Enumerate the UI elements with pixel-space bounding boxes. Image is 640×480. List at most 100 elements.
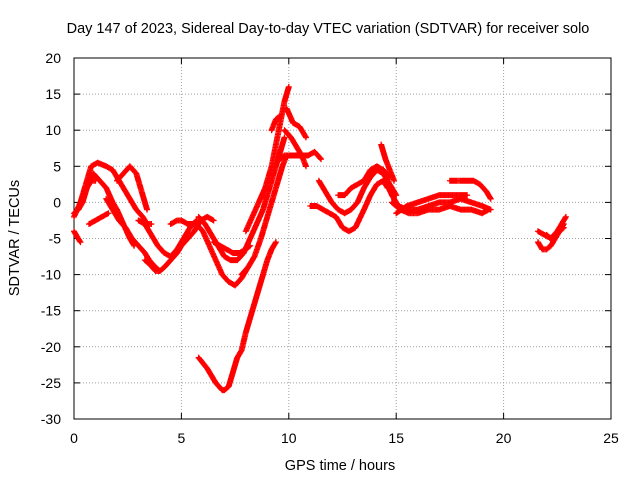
data-point: [137, 219, 140, 222]
y-tick-label: -5: [49, 231, 62, 247]
data-point: [427, 208, 430, 211]
data-point: [283, 129, 286, 132]
data-point: [349, 186, 353, 190]
data-point: [236, 356, 239, 359]
data-point: [304, 165, 308, 168]
data-point: [94, 179, 97, 182]
data-point: [143, 222, 147, 226]
data-point: [279, 157, 282, 161]
data-point: [105, 197, 108, 200]
data-point: [72, 230, 76, 233]
y-tick-label: -20: [41, 339, 61, 355]
x-tick-label: 25: [603, 430, 619, 446]
data-point: [212, 219, 215, 222]
data-point: [274, 143, 278, 146]
data-point: [79, 240, 82, 244]
data-point: [158, 269, 162, 273]
data-point: [455, 179, 458, 182]
data-point: [231, 370, 235, 374]
data-point: [321, 208, 325, 211]
data-point: [89, 165, 93, 168]
data-point: [145, 208, 149, 211]
data-point: [313, 150, 316, 154]
y-tick-label: 0: [53, 194, 61, 210]
data-point: [117, 219, 121, 222]
data-point: [270, 129, 273, 132]
data-point: [448, 201, 452, 204]
data-point: [304, 136, 308, 139]
data-point: [229, 258, 233, 262]
data-point: [375, 165, 379, 168]
data-point: [98, 179, 101, 182]
series-track-32: [543, 224, 567, 242]
data-point: [221, 273, 224, 276]
data-point: [485, 190, 488, 193]
data-point: [291, 121, 295, 125]
data-point: [169, 222, 172, 226]
data-point: [143, 258, 147, 262]
data-point: [274, 118, 278, 121]
data-point: [240, 349, 243, 352]
data-point: [545, 233, 548, 237]
data-point: [427, 197, 430, 200]
data-point: [549, 237, 553, 240]
data-point: [150, 222, 153, 226]
data-point: [253, 302, 256, 305]
data-series: [71, 83, 569, 394]
data-point: [197, 356, 200, 359]
data-point: [382, 168, 385, 172]
data-point: [193, 230, 196, 233]
data-point: [135, 208, 138, 211]
data-point: [257, 201, 260, 204]
data-point: [356, 201, 359, 204]
data-point: [214, 381, 217, 385]
data-point: [137, 244, 140, 247]
series-track-29: [446, 177, 494, 202]
data-point: [287, 154, 290, 157]
data-point: [223, 388, 226, 392]
data-point: [289, 136, 293, 139]
data-point: [405, 204, 409, 208]
data-point: [242, 251, 245, 255]
data-point: [105, 186, 108, 190]
data-point: [459, 208, 462, 211]
data-point: [163, 251, 166, 255]
data-point: [141, 215, 144, 219]
data-point: [227, 280, 230, 284]
data-point: [225, 248, 228, 251]
data-point: [362, 208, 366, 211]
data-point: [470, 208, 473, 211]
data-point: [188, 226, 192, 229]
data-point: [276, 179, 280, 182]
data-point: [130, 237, 134, 240]
series-track-17: [242, 83, 292, 235]
data-point: [369, 168, 372, 172]
grid: [74, 58, 611, 419]
data-point: [384, 179, 387, 182]
data-point: [268, 186, 271, 190]
data-point: [205, 215, 209, 219]
data-point: [437, 201, 441, 204]
data-point: [261, 208, 265, 211]
data-point: [266, 258, 269, 262]
data-point: [279, 150, 282, 154]
data-point: [465, 193, 469, 197]
data-point: [87, 222, 91, 226]
series-track-5: [86, 210, 112, 228]
data-point: [163, 266, 166, 269]
series-marks: [238, 152, 290, 278]
data-point: [72, 215, 76, 219]
x-tick-label: 5: [178, 430, 186, 446]
series-track-10: [167, 213, 217, 228]
series-track-4: [71, 228, 84, 246]
data-point: [390, 193, 394, 197]
data-point: [105, 165, 108, 168]
data-point: [459, 193, 462, 197]
chart-title: Day 147 of 2023, Sidereal Day-to-day VTE…: [67, 21, 590, 37]
data-point: [236, 258, 239, 262]
data-point: [141, 193, 144, 197]
series-track-3: [71, 177, 99, 217]
data-point: [218, 244, 222, 247]
series-track-22: [307, 177, 391, 235]
